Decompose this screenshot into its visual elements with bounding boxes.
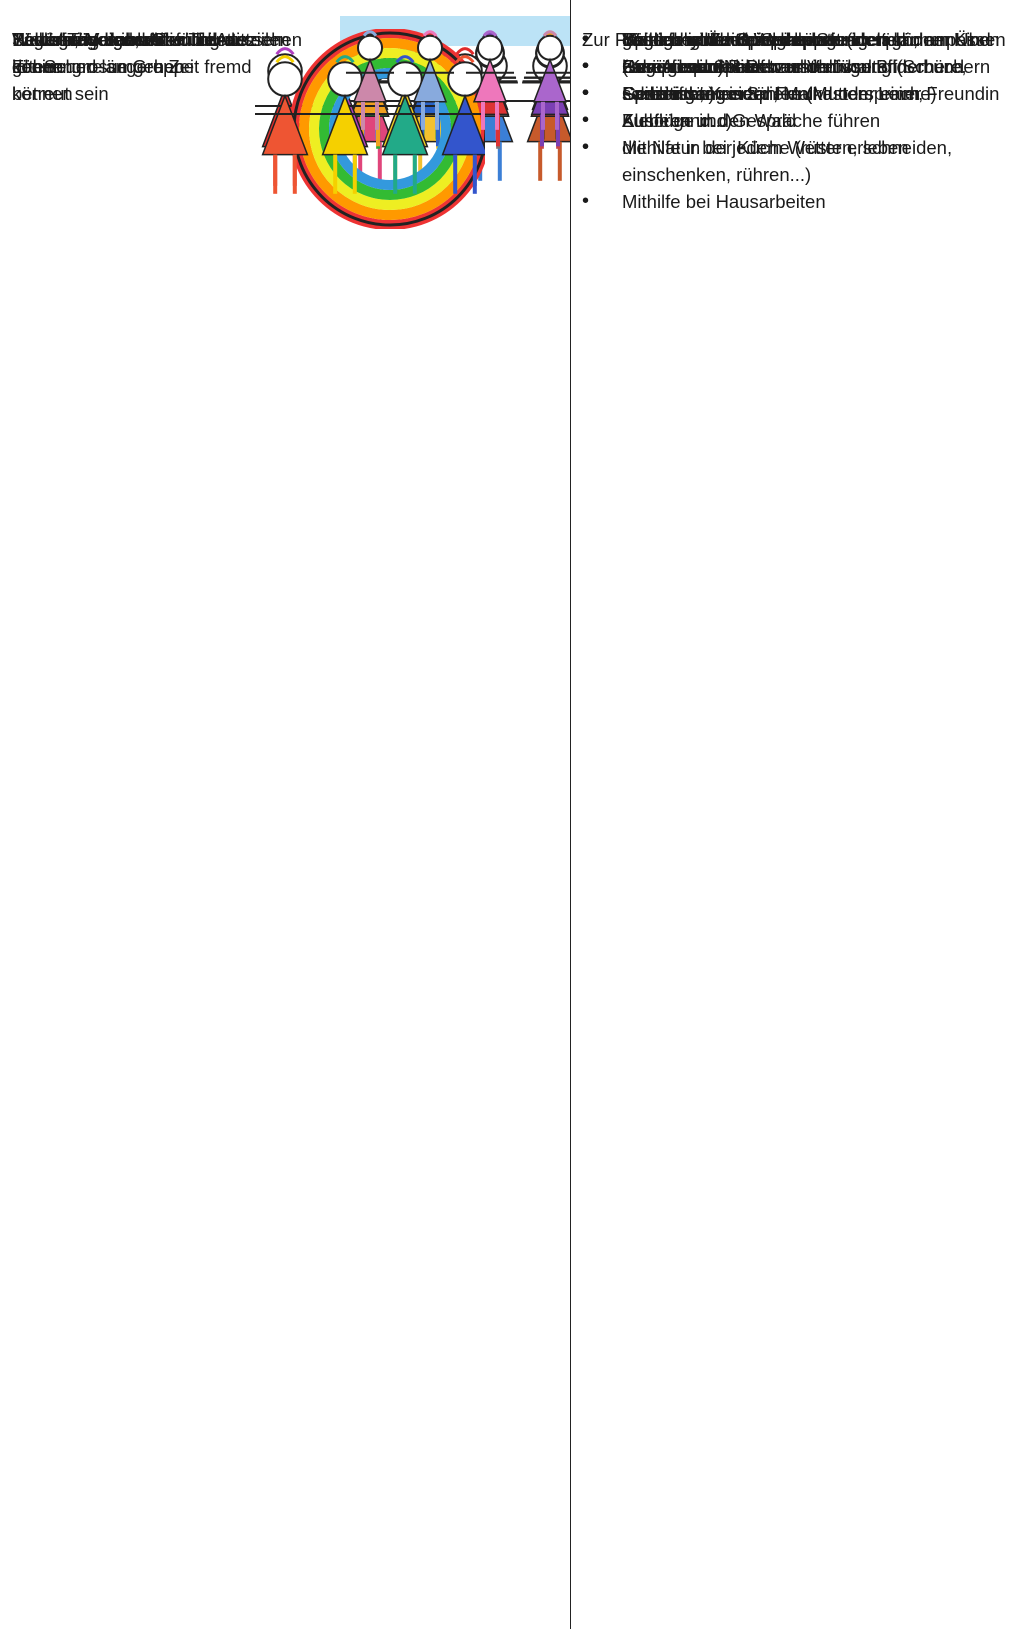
challenge-line: Eltern und längere Zeit fremd: [12, 56, 252, 77]
challenge-text: Selbstständig auf die Toilette gehen: [12, 26, 247, 80]
support-item: Mithilfe in der Küche (rüsten, schneiden…: [582, 134, 1018, 188]
support-intro: Zur Förderung der Sprache beitragen könn…: [582, 29, 960, 50]
challenge-line: in eine grosse Gruppe: [12, 56, 195, 77]
challenge-text: Bewegung drinnen und draussen: [12, 26, 284, 53]
challenge-line: Selbstständiges An- und Ausziehen: [12, 29, 303, 50]
challenge-line: gehen: [12, 56, 64, 77]
support-item: Warten und zuhören können: [582, 26, 1018, 53]
support-cell: Zur Förderung der Sprache beitragen könn…: [582, 26, 1018, 134]
challenge-line: können: [12, 56, 73, 77]
challenge-text: Basteln, Malen, mit der Schere umgehen kön…: [12, 26, 185, 107]
challenge-line: Bewegung drinnen und draussen: [12, 29, 284, 50]
challenge-line: Tägliche Verabschiedung der: [12, 29, 252, 50]
challenge-line: können: [12, 83, 73, 104]
child-drawing: [345, 30, 570, 130]
challenge-line: betreut sein: [12, 83, 109, 104]
challenge-line: Neuer Tagesablauf: [12, 29, 167, 50]
challenge-line: der Schere umgehen: [12, 56, 185, 77]
challenge-text: Bedürfnisse und Gefühle mitteilen können: [12, 26, 290, 80]
support-item: Gemeinsames Betrachten von Bilderbüchern: [582, 53, 1018, 80]
support-list: Gemeinsames Betrachten von Bilderbüchern…: [582, 53, 1018, 134]
support-item: Geschichten erzählen (Muttersprache): [582, 80, 1018, 107]
challenge-text: Selbstständiges An- und Ausziehen: [12, 26, 302, 53]
support-item: Zuhören und Gespräche führen: [582, 107, 1018, 134]
challenge-line: Selbstständig auf die Toilette: [12, 29, 248, 50]
support-item: Mithilfe bei Hausarbeiten: [582, 188, 1018, 215]
challenge-line: Basteln, Malen, mit: [12, 29, 170, 50]
challenge-line: Bedürfnisse und Gefühle mitteilen: [12, 29, 290, 50]
challenge-text: Tägliche Verabschiedung der Eltern und lä…: [12, 26, 252, 107]
challenge-text: Wechsel von der Familie in eine grosse Gr…: [12, 26, 214, 80]
challenge-text: Neuer Tagesablauf: [12, 26, 167, 53]
column-divider: [570, 0, 571, 1629]
challenge-line: Wechsel von der Familie: [12, 29, 215, 50]
